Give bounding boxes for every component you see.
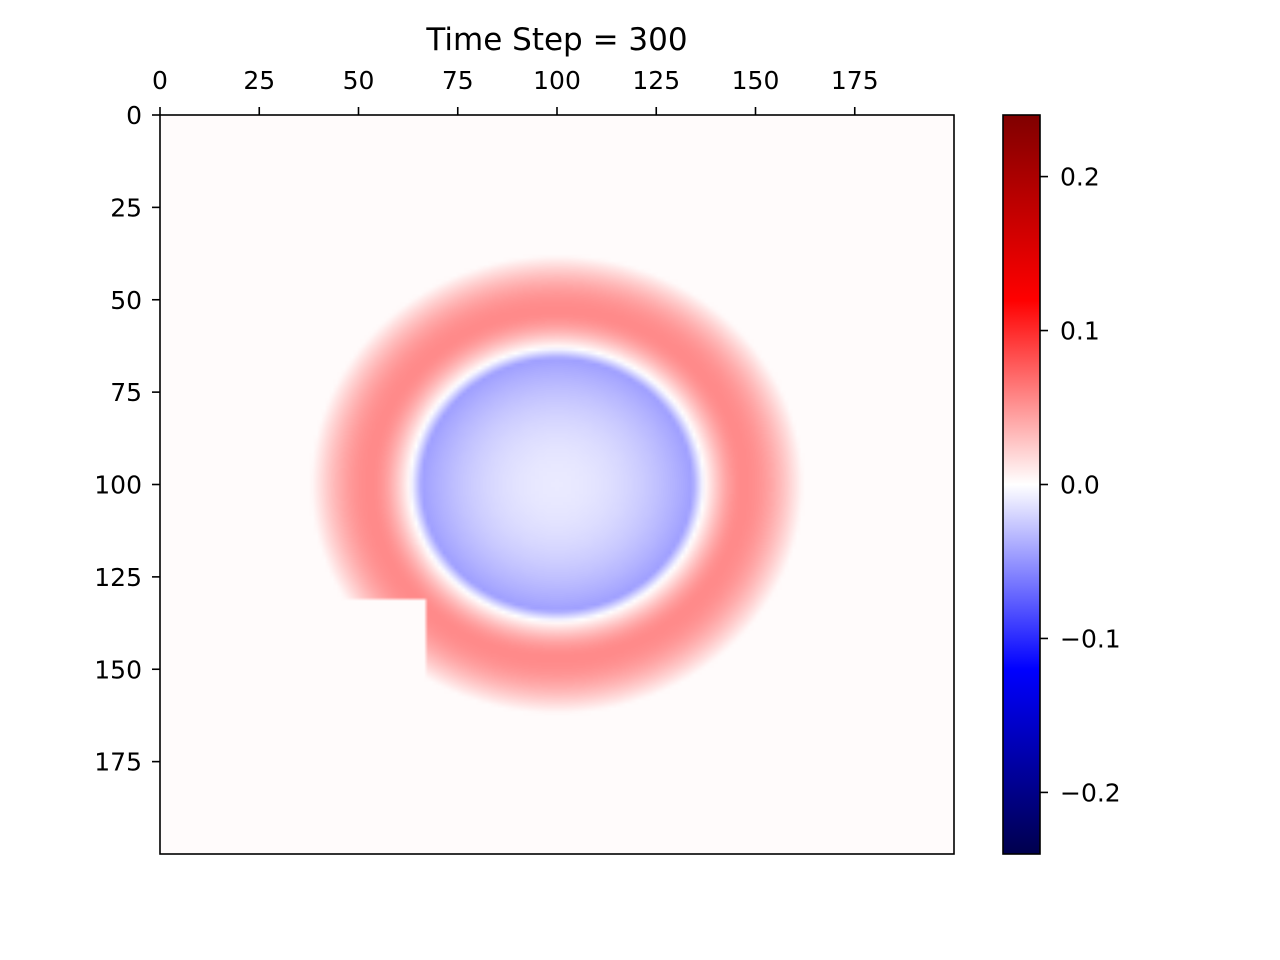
y-tick-label: 100 <box>94 471 142 500</box>
y-tick-label: 75 <box>110 378 142 407</box>
x-tick-label: 50 <box>343 66 375 95</box>
x-tick-label: 150 <box>732 66 780 95</box>
y-tick-label: 50 <box>110 286 142 315</box>
y-tick-label: 125 <box>94 563 142 592</box>
colorbar <box>1002 114 1041 855</box>
y-axis-left: 0 25 50 75 100 125 150 175 <box>94 101 160 777</box>
y-tick-label: 25 <box>110 193 142 222</box>
colorbar-axis: 0.2 0.1 0.0 −0.1 −0.2 <box>1040 163 1121 807</box>
heatmap-area <box>160 115 954 854</box>
x-axis-top: 0 25 50 75 100 125 150 175 <box>152 66 879 115</box>
colorbar-tick-label: 0.1 <box>1060 317 1100 346</box>
colorbar-tick-label: 0.2 <box>1060 163 1100 192</box>
x-tick-label: 175 <box>831 66 879 95</box>
x-tick-label: 125 <box>632 66 680 95</box>
y-tick-label: 150 <box>94 655 142 684</box>
x-tick-label: 75 <box>442 66 474 95</box>
x-tick-label: 0 <box>152 66 168 95</box>
x-tick-label: 25 <box>243 66 275 95</box>
colorbar-tick-label: −0.2 <box>1060 778 1121 807</box>
y-tick-label: 0 <box>126 101 142 130</box>
colorbar-tick-label: −0.1 <box>1060 624 1121 653</box>
y-tick-label: 175 <box>94 748 142 777</box>
chart-title: Time Step = 300 <box>425 22 687 58</box>
x-tick-label: 100 <box>533 66 581 95</box>
colorbar-tick-label: 0.0 <box>1060 471 1100 500</box>
heatmap-field <box>160 115 954 854</box>
